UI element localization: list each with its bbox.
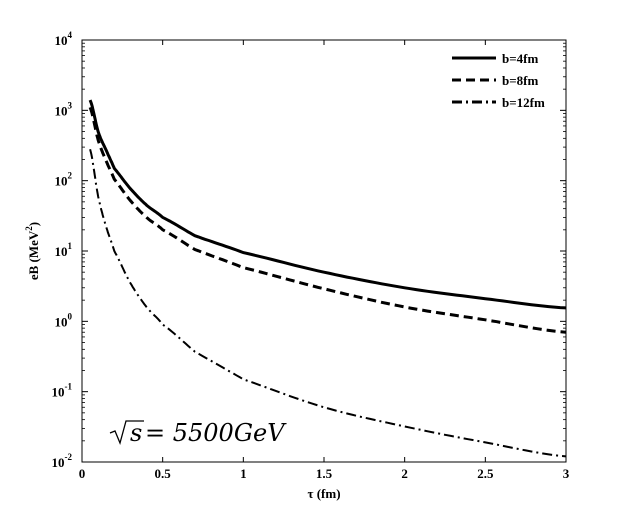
legend-label-b12: b=12fm: [502, 95, 545, 110]
legend-label-b4: b=4fm: [502, 51, 538, 66]
series-line-b8fm: [88, 106, 567, 334]
x-tick-label: 3: [563, 466, 570, 481]
series-lines: [88, 99, 567, 458]
series-line-b12fm: [89, 148, 567, 458]
x-tick-label: 0: [79, 466, 86, 481]
y-axis-label: eB (MeV2): [24, 222, 41, 280]
y-tick-label: 100: [55, 311, 73, 329]
x-tick-label: 2.5: [477, 466, 494, 481]
y-tick-label: 10-2: [52, 452, 73, 470]
legend-label-b8: b=8fm: [502, 73, 538, 88]
y-tick-label: 102: [55, 171, 73, 189]
series-line-b4fm: [88, 99, 567, 310]
x-axis-label: τ (fm): [307, 486, 340, 501]
x-axis-ticks: 0 0.5 1 1.5 2 2.5 3: [79, 40, 570, 481]
x-tick-label: 2: [401, 466, 408, 481]
y-tick-label: 103: [55, 100, 73, 118]
energy-annotation: s = 5500GeV: [109, 419, 287, 447]
y-tick-label: 101: [55, 241, 73, 259]
legend: b=4fm b=8fm b=12fm: [452, 51, 545, 110]
annotation-s: s: [130, 419, 142, 447]
x-tick-label: 1: [240, 466, 247, 481]
sqrt-symbol: [109, 420, 144, 445]
y-tick-label: 104: [55, 30, 73, 48]
x-tick-label: 0.5: [155, 466, 172, 481]
x-tick-label: 1.5: [316, 466, 333, 481]
annotation-value: = 5500GeV: [145, 419, 287, 447]
y-axis-ticks: 10-2 10-1 100 101 102 103 104: [52, 30, 566, 470]
y-tick-label: 10-1: [52, 382, 73, 400]
